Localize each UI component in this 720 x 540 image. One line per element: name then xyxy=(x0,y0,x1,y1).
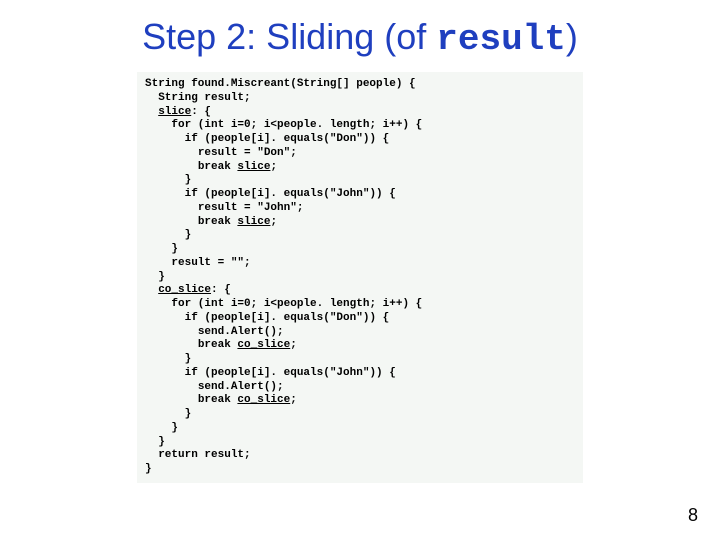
code-line: } xyxy=(145,436,575,450)
code-line: if (people[i]. equals("Don")) { xyxy=(145,312,575,326)
code-line: String found.Miscreant(String[] people) … xyxy=(145,78,575,92)
page-number: 8 xyxy=(688,505,698,526)
code-line: break slice; xyxy=(145,216,575,230)
code-line: co_slice: { xyxy=(145,284,575,298)
code-line: } xyxy=(145,229,575,243)
title-code: result xyxy=(436,19,566,60)
code-line: String result; xyxy=(145,92,575,106)
code-line: if (people[i]. equals("John")) { xyxy=(145,367,575,381)
code-line: result = ""; xyxy=(145,257,575,271)
code-line: break co_slice; xyxy=(145,394,575,408)
code-line: break slice; xyxy=(145,161,575,175)
code-line: if (people[i]. equals("John")) { xyxy=(145,188,575,202)
code-line: slice: { xyxy=(145,106,575,120)
code-line: break co_slice; xyxy=(145,339,575,353)
code-content: String found.Miscreant(String[] people) … xyxy=(145,78,575,477)
code-line: } xyxy=(145,408,575,422)
code-line: for (int i=0; i<people. length; i++) { xyxy=(145,119,575,133)
code-line: result = "John"; xyxy=(145,202,575,216)
title-prefix: Step 2: Sliding (of xyxy=(142,16,436,57)
code-line: } xyxy=(145,353,575,367)
code-line: } xyxy=(145,174,575,188)
code-line: for (int i=0; i<people. length; i++) { xyxy=(145,298,575,312)
code-line: return result; xyxy=(145,449,575,463)
title-suffix: ) xyxy=(566,16,578,57)
slide: Step 2: Sliding (of result) String found… xyxy=(0,0,720,540)
code-line: send.Alert(); xyxy=(145,326,575,340)
code-box: String found.Miscreant(String[] people) … xyxy=(137,72,583,483)
code-line: } xyxy=(145,271,575,285)
code-line: } xyxy=(145,243,575,257)
code-line: if (people[i]. equals("Don")) { xyxy=(145,133,575,147)
code-line: result = "Don"; xyxy=(145,147,575,161)
code-line: } xyxy=(145,463,575,477)
code-line: send.Alert(); xyxy=(145,381,575,395)
code-line: } xyxy=(145,422,575,436)
slide-title: Step 2: Sliding (of result) xyxy=(40,16,680,60)
